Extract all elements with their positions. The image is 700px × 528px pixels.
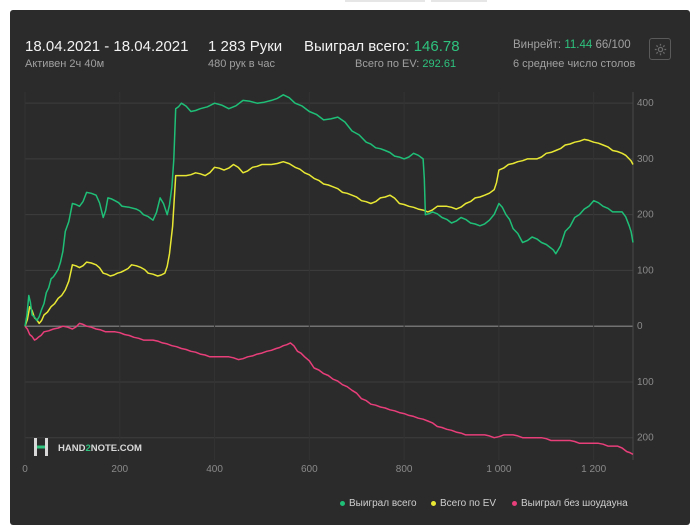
chart-grid — [24, 92, 634, 460]
ev-total: Всего по EV: 292.61 — [355, 58, 456, 70]
legend-dot-ev — [431, 500, 436, 506]
settings-button[interactable] — [649, 38, 671, 60]
y-tick-label: 100 — [637, 265, 654, 276]
x-tick-labels: 0 200 400 600 800 1 000 1 200 — [22, 464, 606, 475]
winrate-value: 11.44 — [564, 39, 593, 51]
avg-tables: 6 среднее число столов — [513, 58, 636, 70]
y-tick-label: 200 — [637, 433, 654, 444]
legend-label-ev: Всего по EV — [440, 498, 497, 509]
x-tick-label: 0 — [22, 464, 28, 475]
ev-total-value: 292.61 — [422, 58, 457, 70]
x-tick-label: 600 — [301, 464, 318, 475]
y-tick-label: 200 — [637, 210, 654, 221]
gear-icon — [654, 43, 666, 55]
legend-item-ev[interactable]: Всего по EV — [431, 498, 496, 509]
y-tick-label: 300 — [637, 154, 654, 165]
legend-label-won: Выиграл всего — [349, 498, 417, 509]
hands-per-hour: 480 рук в час — [208, 58, 276, 70]
won-total-value: 146.78 — [413, 38, 460, 55]
legend-item-no-showdown[interactable]: Выиграл без шоудауна — [512, 498, 628, 509]
x-tick-label: 800 — [396, 464, 413, 475]
legend-label-no-showdown: Выиграл без шоудауна — [521, 498, 628, 509]
ev-total-label: Всего по EV: — [355, 58, 420, 70]
date-range: 18.04.2021 - 18.04.2021 — [25, 38, 189, 55]
watermark-text: HAND2NOTE.COM — [58, 443, 142, 454]
x-tick-label: 1 000 — [486, 464, 511, 475]
series-ev-line — [24, 138, 634, 327]
hands-count: 1 283 Руки — [208, 38, 283, 55]
top-tab-strip — [345, 0, 495, 2]
chart-series — [24, 94, 634, 456]
x-tick-label: 400 — [206, 464, 223, 475]
winrate: Винрейт: 11.44 66/100 — [513, 39, 631, 51]
top-tab-2[interactable] — [431, 0, 487, 2]
x-tick-label: 200 — [111, 464, 128, 475]
x-tick-label: 1 200 — [581, 464, 606, 475]
y-tick-label: 0 — [637, 321, 643, 332]
session-graph-panel: 18.04.2021 - 18.04.2021 Активен 2ч 40м 1… — [10, 10, 690, 525]
legend-dot-no-showdown — [512, 500, 517, 506]
active-duration: Активен 2ч 40м — [25, 58, 105, 70]
y-tick-label: 400 — [637, 98, 654, 109]
series-won-line — [24, 94, 634, 327]
legend-dot-won — [340, 500, 345, 506]
winrate-label: Винрейт: — [513, 39, 562, 51]
y-tick-labels: 400 300 200 100 0 100 200 — [637, 98, 654, 444]
won-total-label: Выиграл всего: — [304, 38, 410, 55]
won-total: Выиграл всего: 146.78 — [304, 38, 460, 55]
series-no-showdown-line — [24, 322, 634, 456]
winrate-suffix: 66/100 — [595, 39, 631, 51]
y-tick-label: 100 — [637, 377, 654, 388]
hand2note-logo-icon — [34, 438, 48, 456]
top-tab-1[interactable] — [345, 0, 425, 2]
legend-item-won[interactable]: Выиграл всего — [340, 498, 417, 509]
